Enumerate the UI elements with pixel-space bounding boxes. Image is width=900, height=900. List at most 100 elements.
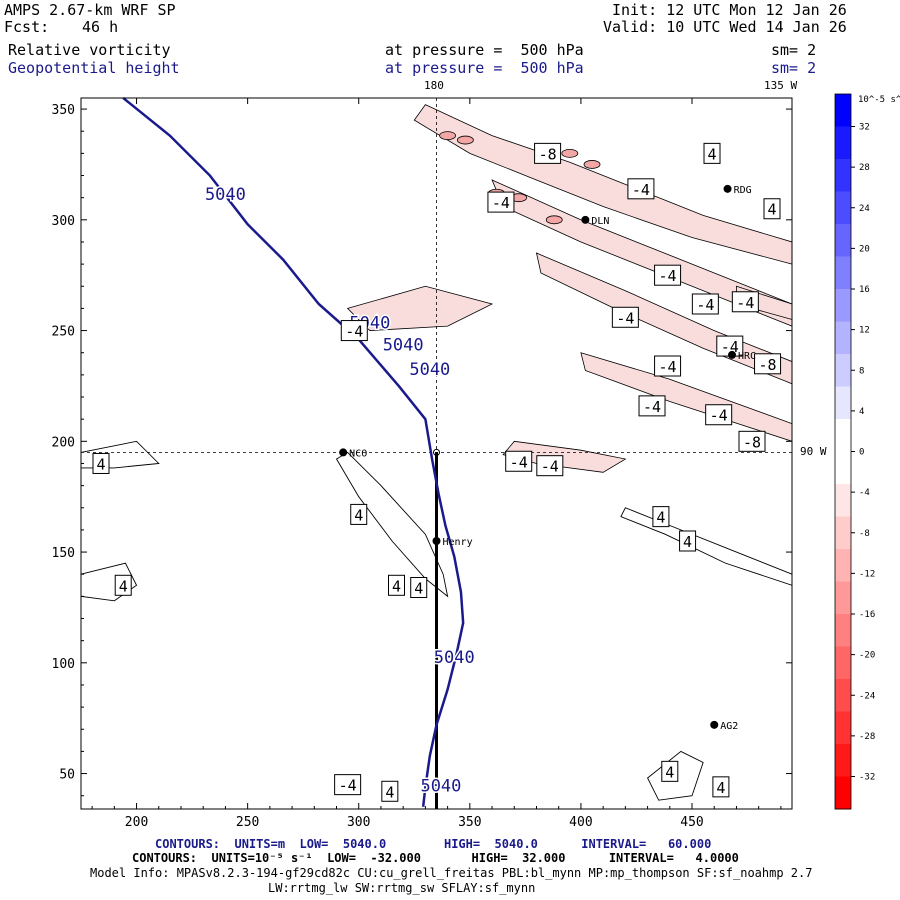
vorticity-label: -4 (710, 407, 728, 425)
colorbar-swatch (835, 256, 851, 290)
colorbar-swatch (835, 94, 851, 127)
y-tick-label: 250 (52, 325, 75, 340)
colorbar-swatch (835, 354, 851, 387)
height-contour-label: 5040 (205, 185, 246, 205)
vorticity-label-box (534, 142, 562, 164)
colorbar-tick-label: -32 (859, 773, 875, 783)
vorticity-label-box (738, 430, 766, 452)
cross-section-end-marker (433, 448, 440, 456)
colorbar-tick-label: 8 (859, 366, 864, 376)
x-tick-label: 300 (347, 815, 370, 830)
vorticity-label: 4 (385, 783, 394, 801)
vorticity-label-box (505, 450, 533, 472)
colorbar-swatch (835, 451, 851, 485)
vorticity-label-box (611, 306, 639, 328)
vorticity-label: 4 (683, 533, 692, 551)
vorticity-label: -8 (539, 145, 557, 163)
model-title: AMPS 2.67-km WRF SP (4, 1, 176, 19)
vorticity-label: -4 (616, 309, 634, 327)
vorticity-label: 4 (716, 779, 725, 797)
forecast-label: Fcst: (4, 18, 50, 36)
station-label: DLN (591, 216, 609, 227)
colorbar-tick-label: 28 (859, 163, 870, 173)
field1-level: at pressure = 500 hPa (385, 41, 584, 59)
y-tick-label: 350 (52, 103, 75, 118)
lon-180-label: 180 (424, 79, 444, 92)
station-label: HRC (738, 351, 756, 362)
station-label: NCO (349, 448, 367, 459)
vorticity-label-box (638, 395, 666, 417)
height-contour-5040 (122, 97, 465, 807)
y-tick-label: 50 (59, 768, 75, 783)
vorticity-label-box (114, 574, 132, 596)
station-marker (710, 720, 719, 729)
field1-sm: sm= 2 (771, 41, 817, 59)
colorbar-swatch (835, 386, 851, 420)
footer-model-info: Model Info: MPASv8.2.3-194-gf29cd82c CU:… (90, 866, 813, 880)
vorticity-label: -4 (696, 296, 714, 314)
station-marker (339, 448, 348, 457)
colorbar-swatch (835, 581, 851, 615)
vorticity-label: -4 (736, 294, 754, 312)
vorticity-core (545, 215, 563, 225)
station-marker (728, 350, 737, 359)
colorbar-tick-label: 12 (859, 326, 870, 336)
colorbar-swatch (835, 191, 851, 225)
vorticity-label: 4 (119, 577, 128, 595)
footer-contours-vorticity: CONTOURS: UNITS=10⁻⁵ s⁻¹ LOW= -32.000 HI… (132, 851, 739, 865)
y-tick-label: 200 (52, 435, 75, 450)
vorticity-label-box (334, 774, 362, 796)
x-tick-label: 350 (458, 815, 481, 830)
colorbar-swatch (835, 549, 851, 582)
vorticity-label-box (487, 191, 515, 213)
colorbar-units: 10^-5 s^-1 (858, 95, 900, 105)
y-tick-label: 300 (52, 214, 75, 229)
vorticity-label-box (691, 293, 719, 315)
station-marker (581, 215, 590, 224)
colorbar-swatch (835, 776, 851, 810)
vorticity-core (561, 148, 579, 158)
colorbar-swatch (835, 224, 851, 257)
colorbar-tick-label: -12 (859, 569, 875, 579)
colorbar-tick-label: 0 (859, 448, 864, 458)
colorbar-tick-label: -28 (859, 732, 875, 742)
forecast-hours: 46 h (82, 18, 119, 36)
colorbar-tick-label: -16 (859, 610, 875, 620)
vorticity-label: -4 (492, 194, 510, 212)
y-tick-label: 150 (52, 546, 75, 561)
vorticity-core (456, 135, 474, 145)
height-contour-label: 5040 (420, 776, 461, 796)
vorticity-label: 4 (665, 763, 674, 781)
vorticity-label-box (381, 780, 399, 802)
field2-level: at pressure = 500 hPa (385, 59, 584, 77)
colorbar-swatch (835, 126, 851, 160)
station-label: RDG (734, 185, 752, 196)
colorbar-swatch (835, 321, 851, 355)
vorticity-label-box (679, 530, 697, 552)
valid-time: Valid: 10 UTC Wed 14 Jan 26 (603, 18, 847, 36)
positive-vorticity-contour (647, 750, 704, 801)
x-tick-label: 400 (569, 815, 592, 830)
colorbar-swatch (835, 679, 851, 712)
height-contour-label: 5040 (383, 336, 424, 356)
station-label: AG2 (720, 721, 738, 732)
vorticity-label-box (763, 198, 781, 220)
colorbar-tick-label: -8 (859, 529, 870, 539)
vorticity-band (502, 440, 627, 473)
vorticity-label-box (754, 353, 782, 375)
vorticity-label-box (654, 264, 682, 286)
init-time: Init: 12 UTC Mon 12 Jan 26 (612, 1, 847, 19)
colorbar-tick-label: 16 (859, 285, 870, 295)
vorticity-core (439, 131, 457, 141)
plot-frame (80, 97, 793, 810)
vorticity-label: 4 (354, 506, 363, 524)
height-contour-label: 5040 (409, 360, 450, 380)
vorticity-label: -4 (345, 323, 363, 341)
vorticity-label-box (654, 355, 682, 377)
vorticity-label: -4 (721, 338, 739, 356)
height-contour-label: 5040 (434, 648, 475, 668)
vorticity-label-box (712, 776, 730, 798)
colorbar-tick-label: -4 (859, 488, 870, 498)
colorbar-swatch (835, 711, 851, 745)
vorticity-label-box (350, 503, 368, 525)
